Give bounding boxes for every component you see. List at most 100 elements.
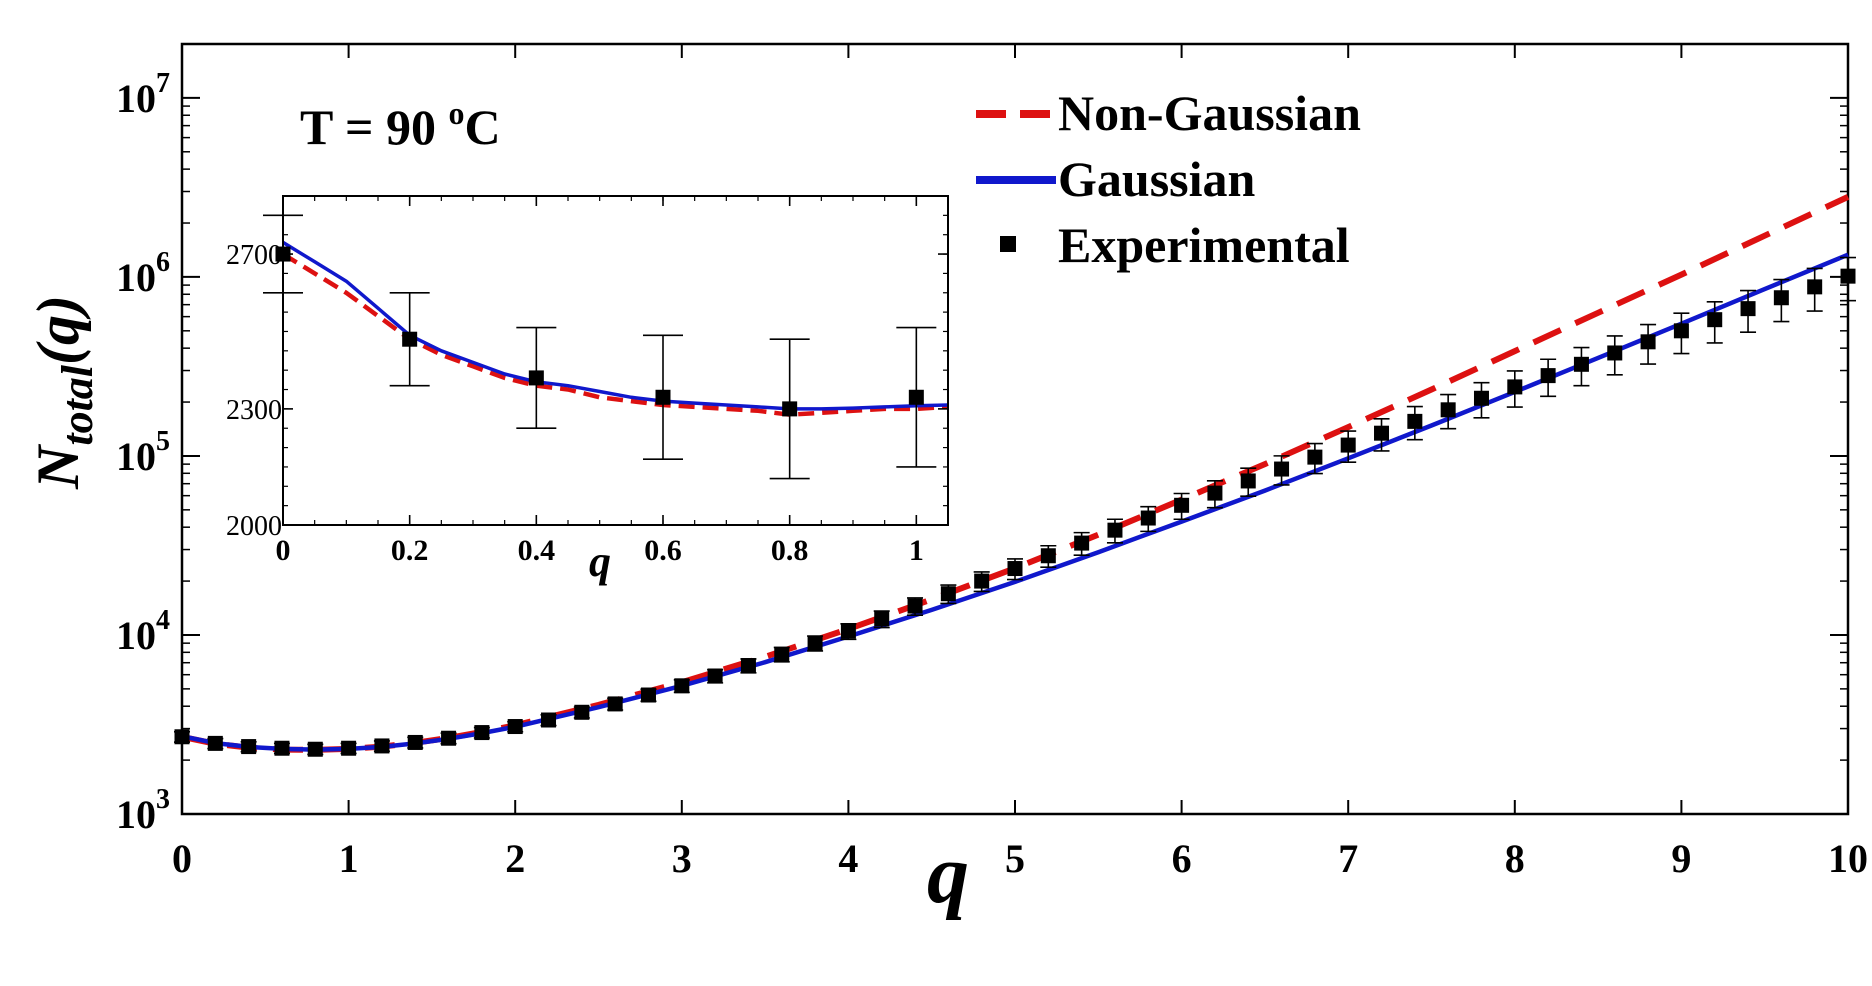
main-experimental-marker (1374, 425, 1390, 441)
main-experimental-marker (1673, 323, 1689, 339)
main-experimental-marker (1707, 312, 1723, 328)
inset-x-tick-label-1: 0.2 (391, 534, 429, 567)
main-experimental-marker (174, 729, 190, 745)
main-experimental-marker (674, 678, 690, 694)
main-y-tick-label-3: 106 (116, 247, 170, 300)
main-experimental-marker (774, 646, 790, 662)
inset-experimental-marker (655, 389, 671, 405)
main-experimental-marker (441, 730, 457, 746)
main-experimental-point-36 (1373, 417, 1390, 452)
main-x-tick-label-9: 9 (1671, 836, 1691, 881)
main-y-tick-label-4: 107 (116, 68, 170, 121)
main-experimental-point-48 (1773, 278, 1790, 323)
main-experimental-marker (974, 573, 990, 589)
inset-experimental-marker (908, 389, 924, 405)
main-experimental-marker (1573, 356, 1589, 372)
main-y-tick-label-1: 104 (116, 605, 170, 658)
main-experimental-marker (1140, 510, 1156, 526)
y-axis-label-argument: (q) (25, 295, 91, 365)
main-experimental-marker (1107, 522, 1123, 538)
main-experimental-point-7 (407, 734, 424, 750)
main-experimental-marker (1040, 548, 1056, 564)
main-experimental-point-12 (573, 704, 590, 720)
main-experimental-marker (1207, 485, 1223, 501)
main-experimental-points (174, 256, 1856, 757)
main-experimental-point-21 (873, 610, 890, 629)
main-experimental-marker (1507, 379, 1523, 395)
main-x-tick-label-5: 5 (1005, 836, 1025, 881)
main-experimental-point-8 (440, 730, 457, 746)
main-experimental-point-1 (207, 735, 224, 751)
main-experimental-point-9 (473, 725, 490, 741)
main-experimental-marker (1640, 334, 1656, 350)
main-experimental-point-47 (1740, 289, 1757, 334)
main-experimental-point-43 (1606, 335, 1623, 376)
main-experimental-marker (507, 719, 523, 735)
main-experimental-point-26 (1040, 544, 1057, 569)
main-experimental-marker (207, 735, 223, 751)
main-experimental-marker (1740, 301, 1756, 317)
main-experimental-point-34 (1306, 442, 1323, 475)
inset-x-tick-label-0: 0 (276, 534, 291, 567)
main-experimental-marker (1074, 535, 1090, 551)
inset-plot-frame (282, 195, 949, 526)
main-experimental-marker (1274, 461, 1290, 477)
inset-series-gaussian-line (282, 240, 949, 411)
main-experimental-marker (607, 696, 623, 712)
inset-experimental-marker (402, 331, 418, 347)
main-x-tick-label-4: 4 (838, 836, 858, 881)
main-experimental-marker (374, 738, 390, 754)
main-experimental-point-19 (807, 635, 824, 652)
main-experimental-marker (274, 740, 290, 756)
main-experimental-marker (1307, 449, 1323, 465)
main-experimental-point-16 (707, 668, 724, 684)
legend-swatch-experimental (1000, 236, 1016, 252)
main-x-axis-label: q (927, 828, 969, 921)
main-x-tick-label-8: 8 (1505, 836, 1525, 881)
temperature-text: T = 90 (300, 99, 448, 155)
main-experimental-point-15 (673, 678, 690, 694)
main-x-tick-label-2: 2 (505, 836, 525, 881)
main-experimental-point-31 (1206, 480, 1223, 509)
main-experimental-point-44 (1640, 323, 1657, 365)
main-experimental-marker (474, 725, 490, 741)
main-experimental-marker (640, 687, 656, 703)
main-experimental-marker (1807, 279, 1823, 295)
main-experimental-point-10 (507, 719, 524, 735)
inset-experimental-point-4 (769, 338, 810, 480)
main-x-tick-label-3: 3 (672, 836, 692, 881)
main-experimental-point-37 (1406, 405, 1423, 441)
inset-plot-background (283, 196, 948, 525)
inset-x-tick-label-4: 0.8 (771, 534, 809, 567)
main-experimental-point-3 (273, 740, 290, 756)
main-y-tick-label-2: 105 (116, 426, 170, 479)
main-y-tick-label-0: 103 (116, 784, 170, 837)
main-experimental-point-40 (1506, 370, 1523, 408)
main-experimental-point-30 (1173, 492, 1190, 521)
legend-label-non-gaussian: Non-Gaussian (1058, 85, 1361, 141)
main-experimental-marker (840, 623, 856, 639)
inset-experimental-point-3 (643, 334, 683, 461)
main-experimental-marker (1340, 437, 1356, 453)
main-experimental-point-33 (1273, 455, 1290, 486)
main-experimental-marker (1473, 390, 1489, 406)
inset-experimental-marker (528, 370, 544, 386)
main-experimental-point-5 (340, 740, 357, 756)
main-experimental-marker (341, 740, 357, 756)
inset-x-axis-label: q (589, 537, 611, 586)
main-experimental-marker (1540, 368, 1556, 384)
main-experimental-marker (1607, 345, 1623, 361)
temperature-unit: C (464, 99, 500, 155)
main-experimental-point-32 (1240, 467, 1257, 497)
main-experimental-point-23 (940, 584, 957, 605)
main-experimental-point-13 (607, 696, 624, 712)
main-experimental-point-6 (373, 738, 390, 754)
main-experimental-marker (874, 611, 890, 627)
main-experimental-point-25 (1007, 558, 1023, 581)
main-experimental-point-46 (1706, 301, 1723, 344)
main-experimental-point-18 (773, 646, 790, 663)
main-experimental-point-24 (973, 571, 990, 593)
main-experimental-marker (407, 734, 423, 750)
